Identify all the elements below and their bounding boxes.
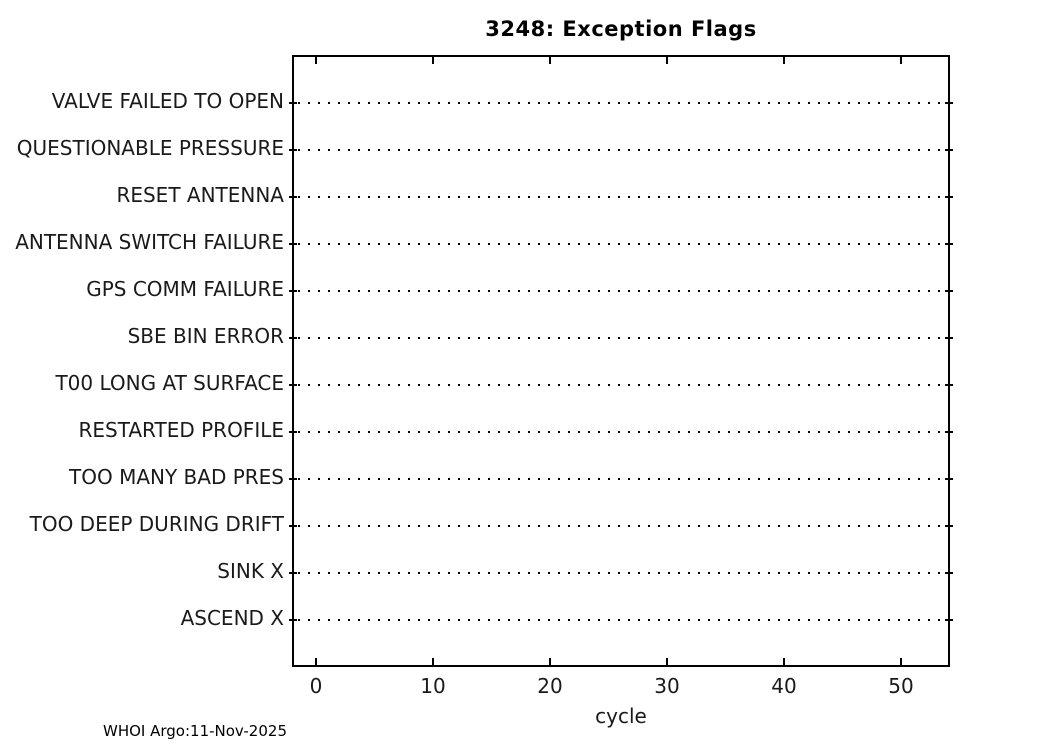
y-tick-label: SBE BIN ERROR [127,324,284,348]
category-gridline [298,196,944,198]
y-axis-tick-mark [289,337,297,339]
x-tick-label: 20 [537,674,563,698]
category-gridline [298,478,944,480]
y-axis-tick-mark [945,149,953,151]
y-axis-tick-mark [945,290,953,292]
y-tick-label: QUESTIONABLE PRESSURE [16,136,284,160]
y-axis-tick-mark [289,431,297,433]
y-tick-label: ASCEND X [180,606,284,630]
y-axis-tick-mark [289,149,297,151]
y-tick-label: TOO MANY BAD PRES [69,465,284,489]
y-axis-tick-mark [289,525,297,527]
x-tick-label: 40 [771,674,797,698]
category-gridline [298,290,944,292]
category-gridline [298,243,944,245]
y-axis-tick-mark [289,290,297,292]
y-axis-tick-mark [289,384,297,386]
x-axis-tick-mark [783,57,785,64]
x-axis-tick-mark [432,658,434,665]
category-gridline [298,619,944,621]
category-gridline [298,572,944,574]
x-axis-tick-mark [666,658,668,665]
x-axis-tick-mark [315,658,317,665]
x-axis-tick-mark [783,658,785,665]
y-axis-tick-mark [945,478,953,480]
y-axis-tick-mark [945,525,953,527]
y-tick-label: ANTENNA SWITCH FAILURE [15,230,284,254]
x-axis-tick-mark [432,57,434,64]
y-axis-tick-mark [289,619,297,621]
y-tick-label: GPS COMM FAILURE [86,277,284,301]
x-axis-tick-mark [666,57,668,64]
y-tick-label: VALVE FAILED TO OPEN [51,89,284,113]
y-axis-tick-mark [945,196,953,198]
chart-title: 3248: Exception Flags [485,17,757,41]
category-gridline [298,337,944,339]
y-axis-tick-mark [945,431,953,433]
y-axis-tick-mark [289,196,297,198]
y-tick-label: TOO DEEP DURING DRIFT [29,512,284,536]
category-gridline [298,525,944,527]
y-axis-tick-mark [289,572,297,574]
y-tick-label: RESET ANTENNA [116,183,284,207]
y-axis-tick-mark [945,102,953,104]
x-axis-tick-mark [900,57,902,64]
y-tick-label: T00 LONG AT SURFACE [55,371,284,395]
category-gridline [298,431,944,433]
y-tick-label: RESTARTED PROFILE [78,418,284,442]
category-gridline [298,149,944,151]
y-axis-tick-mark [289,102,297,104]
plot-area [289,55,953,667]
x-tick-label: 30 [654,674,680,698]
category-gridline [298,384,944,386]
y-axis-tick-mark [945,384,953,386]
x-axis-title: cycle [595,704,647,728]
x-axis-tick-mark [549,658,551,665]
y-axis-tick-mark [945,337,953,339]
y-tick-label: SINK X [217,559,284,583]
y-axis-tick-mark [289,243,297,245]
category-gridline [298,102,944,104]
x-tick-label: 10 [420,674,446,698]
x-tick-label: 0 [309,674,323,698]
y-axis-tick-mark [289,478,297,480]
x-axis-tick-mark [315,57,317,64]
x-axis-tick-mark [900,658,902,665]
footer-watermark: WHOI Argo:11-Nov-2025 [103,722,287,740]
y-axis-tick-mark [945,619,953,621]
x-axis-tick-mark [549,57,551,64]
y-axis-tick-mark [945,243,953,245]
y-axis-tick-mark [945,572,953,574]
x-tick-label: 50 [888,674,914,698]
